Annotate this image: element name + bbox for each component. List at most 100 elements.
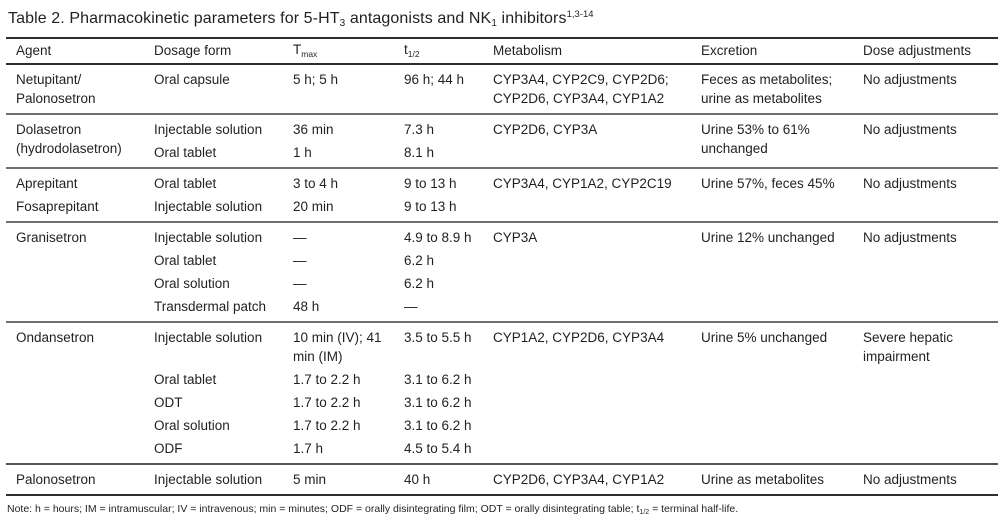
thalf-cell: 96 h; 44 h	[404, 72, 465, 87]
agent-cell: Aprepitant	[16, 176, 78, 191]
table-row: Netupitant/Palonosetron Oral capsule 5 h…	[6, 64, 998, 114]
agent-cell: Netupitant/Palonosetron	[6, 64, 144, 114]
dosage-form-cell: Injectable solution	[154, 472, 263, 487]
table-row: ODF 1.7 h 4.5 to 5.4 h	[6, 437, 998, 464]
tmax-cell: 20 min	[293, 199, 334, 214]
thalf-cell: 6.2 h	[404, 276, 435, 291]
dosage-form-cell: Injectable solution	[154, 122, 263, 137]
dosage-form-cell: Injectable solution	[154, 230, 263, 245]
title-reference-superscript: 1,3-14	[566, 9, 594, 20]
agent-group-palonosetron: Palonosetron Injectable solution 5 min 4…	[6, 464, 998, 495]
table-row: Oral tablet 1.7 to 2.2 h 3.1 to 6.2 h	[6, 368, 998, 391]
column-header-dose-adjustments: Dose adjustments	[863, 43, 972, 58]
agent-cell: Ondansetron	[16, 330, 95, 345]
thalf-cell: 3.5 to 5.5 h	[404, 330, 472, 345]
thalf-symbol: t	[404, 42, 408, 57]
dose-adjustments-cell: No adjustments	[863, 230, 957, 245]
dosage-form-cell: Injectable solution	[154, 330, 263, 345]
thalf-cell: 4.5 to 5.4 h	[404, 441, 472, 456]
tmax-cell: —	[293, 253, 307, 268]
agent-group-granisetron: Granisetron Injectable solution — 4.9 to…	[6, 222, 998, 322]
thalf-cell: 9 to 13 h	[404, 199, 457, 214]
thalf-cell: 3.1 to 6.2 h	[404, 372, 472, 387]
agent-cell: Granisetron	[16, 230, 87, 245]
table-row: Oral tablet — 6.2 h	[6, 249, 998, 272]
dosage-form-cell: Oral tablet	[154, 372, 217, 387]
tmax-subscript: max	[301, 49, 318, 59]
agent-group-netupitant-palonosetron: Netupitant/Palonosetron Oral capsule 5 h…	[6, 64, 998, 114]
metabolism-cell: CYP3A	[493, 230, 538, 245]
dose-adjustments-cell: Severe hepatic impairment	[863, 330, 954, 364]
agent-cell: Palonosetron	[16, 472, 96, 487]
thalf-subscript: 1/2	[407, 49, 420, 59]
metabolism-cell: CYP2D6, CYP3A	[493, 122, 598, 137]
thalf-cell: 40 h	[404, 472, 431, 487]
dose-adjustments-cell: No adjustments	[863, 176, 957, 191]
header-row: Agent Dosage form Tmax t1/2 Metabolism E…	[6, 38, 998, 64]
tmax-cell: 5 min	[293, 472, 327, 487]
dosage-form-cell: ODT	[154, 395, 183, 410]
excretion-cell: Feces as metabolites; urine as metabolit…	[701, 72, 833, 106]
thalf-cell: 4.9 to 8.9 h	[404, 230, 472, 245]
dose-adjustments-cell: No adjustments	[863, 472, 957, 487]
agent-group-aprepitant-fosaprepitant: Aprepitant Oral tablet 3 to 4 h 9 to 13 …	[6, 168, 998, 222]
dosage-form-cell: Oral tablet	[154, 145, 217, 160]
dosage-form-cell: Oral solution	[154, 418, 230, 433]
tmax-cell: 36 min	[293, 122, 334, 137]
table-row: Oral solution — 6.2 h	[6, 272, 998, 295]
tmax-cell: 5 h; 5 h	[293, 72, 339, 87]
thalf-cell: —	[404, 299, 418, 314]
tmax-cell: 1.7 to 2.2 h	[293, 395, 361, 410]
dose-adjustments-cell: No adjustments	[863, 72, 957, 87]
column-header-agent: Agent	[16, 43, 52, 58]
agent-line: Netupitant/	[16, 72, 82, 87]
thalf-cell: 9 to 13 h	[404, 176, 457, 191]
table-row: Granisetron Injectable solution — 4.9 to…	[6, 222, 998, 249]
tmax-cell: 1 h	[293, 145, 312, 160]
tmax-symbol: T	[293, 42, 302, 57]
excretion-cell: Urine as metabolites	[701, 472, 825, 487]
column-header-dosage-form: Dosage form	[154, 43, 232, 58]
footnote: Note: h = hours; IM = intramuscular; IV …	[7, 503, 996, 516]
thalf-cell: 6.2 h	[404, 253, 435, 268]
title-subscript-1: 1	[491, 18, 497, 29]
thalf-cell: 8.1 h	[404, 145, 435, 160]
thalf-cell: 3.1 to 6.2 h	[404, 395, 472, 410]
table-row: Oral tablet 1 h 8.1 h	[6, 141, 998, 168]
table-row: Aprepitant Oral tablet 3 to 4 h 9 to 13 …	[6, 168, 998, 195]
table-row: Ondansetron Injectable solution 10 min (…	[6, 322, 998, 368]
table-row: Oral solution 1.7 to 2.2 h 3.1 to 6.2 h	[6, 414, 998, 437]
dosage-form-cell: Oral tablet	[154, 253, 217, 268]
agent-cell: Fosaprepitant	[16, 199, 99, 214]
tmax-cell: 1.7 to 2.2 h	[293, 418, 361, 433]
table-row: Dolasetron (hydrodolasetron) Injectable …	[6, 114, 998, 156]
dosage-form-cell: Oral solution	[154, 276, 230, 291]
column-header-thalf: t1/2	[394, 38, 483, 64]
column-header-metabolism: Metabolism	[493, 43, 563, 58]
column-header-excretion: Excretion	[701, 43, 758, 58]
table-row: Palonosetron Injectable solution 5 min 4…	[6, 464, 998, 495]
tmax-cell: —	[293, 230, 307, 245]
tmax-cell: 3 to 4 h	[293, 176, 339, 191]
footnote-text: = terminal half-life.	[649, 503, 739, 515]
metabolism-cell: CYP2D6, CYP3A4, CYP1A2	[493, 472, 665, 487]
metabolism-cell: CYP3A4, CYP1A2, CYP2C19	[493, 176, 672, 191]
dosage-form-cell: Injectable solution	[154, 199, 263, 214]
excretion-cell: Urine 12% unchanged	[701, 230, 835, 245]
metabolism-cell: CYP1A2, CYP2D6, CYP3A4	[493, 330, 665, 345]
agent-group-ondansetron: Ondansetron Injectable solution 10 min (…	[6, 322, 998, 464]
metabolism-cell: CYP3A4, CYP2C9, CYP2D6; CYP2D6, CYP3A4, …	[493, 72, 669, 106]
title-text: antagonists and NK	[345, 10, 492, 27]
column-header-tmax: Tmax	[283, 38, 394, 64]
excretion-cell: Urine 57%, feces 45%	[701, 176, 835, 191]
table-title: Table 2. Pharmacokinetic parameters for …	[8, 9, 996, 29]
dosage-form-cell: Oral tablet	[154, 176, 217, 191]
title-text: Table 2. Pharmacokinetic parameters for …	[8, 10, 340, 27]
thalf-cell: 3.1 to 6.2 h	[404, 418, 472, 433]
excretion-cell: Urine 53% to 61% unchanged	[701, 122, 810, 156]
agent-cell: Dolasetron (hydrodolasetron)	[16, 122, 122, 156]
dose-adjustments-cell: No adjustments	[863, 122, 957, 137]
agent-group-dolasetron: Dolasetron (hydrodolasetron) Injectable …	[6, 114, 998, 168]
table-row: ODT 1.7 to 2.2 h 3.1 to 6.2 h	[6, 391, 998, 414]
